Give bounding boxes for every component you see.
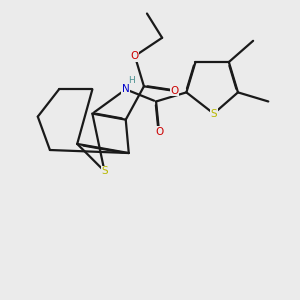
Text: S: S [210,109,217,118]
Text: H: H [128,76,135,85]
Text: O: O [170,86,178,96]
Text: N: N [122,84,130,94]
Text: S: S [101,166,108,176]
Text: O: O [131,51,139,61]
Text: O: O [155,127,163,137]
